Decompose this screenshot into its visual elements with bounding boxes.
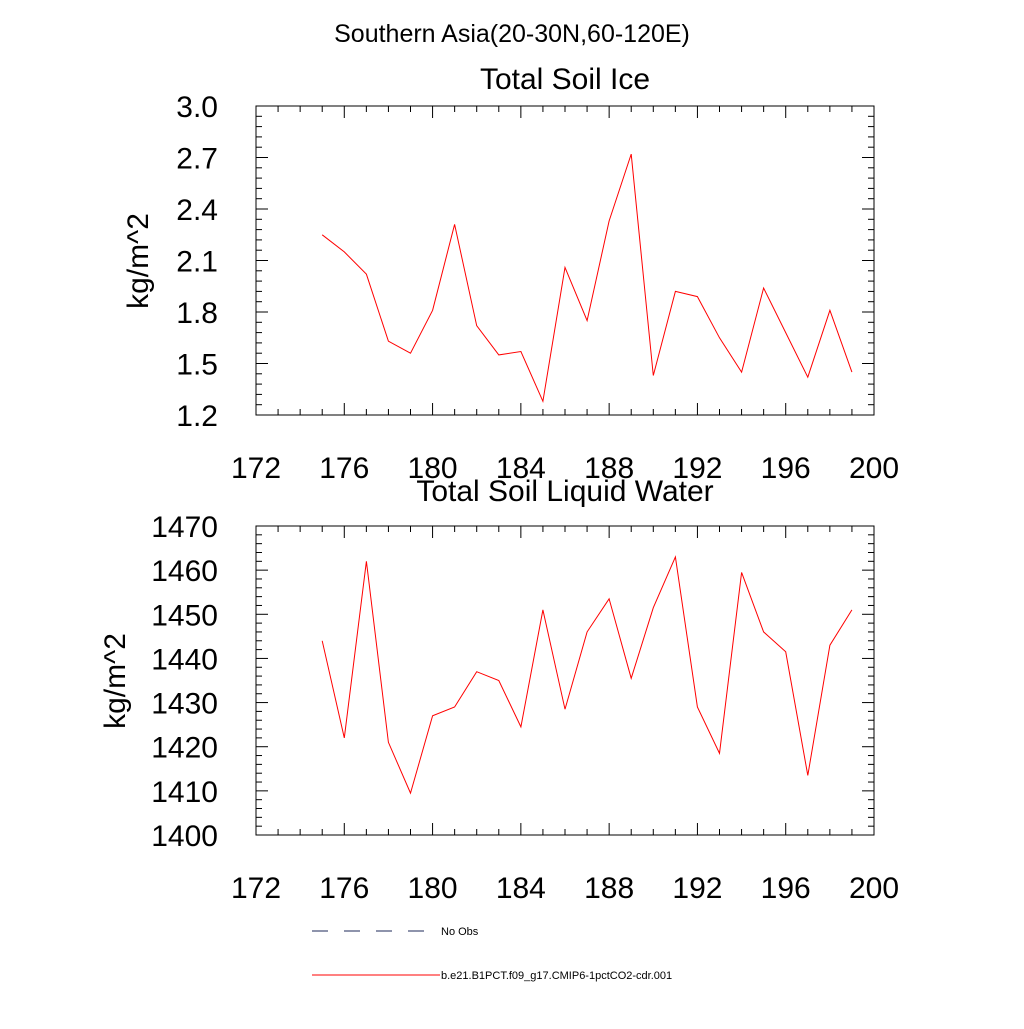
y-tick-label: 1410 bbox=[151, 776, 218, 809]
x-tick-label: 184 bbox=[496, 452, 546, 485]
legend-label-no-obs: No Obs bbox=[441, 926, 479, 938]
x-tick-label: 184 bbox=[496, 872, 546, 905]
x-tick-label: 200 bbox=[849, 872, 899, 905]
legend-label-model-run: b.e21.B1PCT.f09_g17.CMIP6-1pctCO2-cdr.00… bbox=[441, 970, 672, 982]
x-tick-label: 180 bbox=[408, 452, 458, 485]
y-tick-label: 1430 bbox=[151, 688, 218, 721]
plot-frame bbox=[255, 525, 875, 836]
x-tick-label: 200 bbox=[849, 452, 899, 485]
x-tick-label: 172 bbox=[231, 452, 281, 485]
y-tick-label: 1440 bbox=[151, 643, 218, 676]
panel-total-soil-ice: Total Soil Ice kg/m^2 172 176 180 184 188 192… bbox=[122, 63, 899, 485]
panel-title: Total Soil Ice bbox=[480, 63, 650, 96]
x-tick-label: 196 bbox=[761, 452, 811, 485]
series-line bbox=[321, 153, 853, 404]
y-tick-label: 1450 bbox=[151, 599, 218, 632]
legend: No Obs b.e21.B1PCT.f09_g17.CMIP6-1pctCO2… bbox=[312, 926, 672, 982]
y-tick-label: 2.4 bbox=[176, 194, 218, 227]
y-tick-label: 1.5 bbox=[176, 349, 218, 382]
x-tick-label: 188 bbox=[584, 452, 634, 485]
y-axis-label: kg/m^2 bbox=[99, 633, 132, 729]
x-tick-label: 196 bbox=[761, 872, 811, 905]
x-tick-label: 192 bbox=[672, 452, 722, 485]
plot-frame bbox=[255, 105, 875, 416]
y-tick-label: 2.1 bbox=[176, 246, 218, 279]
y-tick-label: 1470 bbox=[151, 511, 218, 544]
y-tick-label: 1460 bbox=[151, 555, 218, 588]
y-tick-label: 2.7 bbox=[176, 143, 218, 176]
page-title: Southern Asia(20-30N,60-120E) bbox=[334, 20, 690, 48]
x-tick-label: 188 bbox=[584, 872, 634, 905]
y-axis-label: kg/m^2 bbox=[122, 213, 155, 309]
y-tick-label: 1420 bbox=[151, 732, 218, 765]
y-tick-label: 1.2 bbox=[176, 400, 218, 433]
y-tick-label: 1400 bbox=[151, 820, 218, 853]
series-line bbox=[321, 555, 853, 795]
x-tick-label: 176 bbox=[319, 872, 369, 905]
panel-title: Total Soil Liquid Water bbox=[416, 475, 713, 508]
x-tick-label: 172 bbox=[231, 872, 281, 905]
x-tick-label: 180 bbox=[408, 872, 458, 905]
y-tick-label: 3.0 bbox=[176, 91, 218, 124]
x-tick-label: 176 bbox=[319, 452, 369, 485]
x-tick-label: 192 bbox=[672, 872, 722, 905]
y-tick-label: 1.8 bbox=[176, 297, 218, 330]
panel-total-soil-liquid-water: Total Soil Liquid Water kg/m^2 172 176 180… bbox=[99, 475, 899, 905]
